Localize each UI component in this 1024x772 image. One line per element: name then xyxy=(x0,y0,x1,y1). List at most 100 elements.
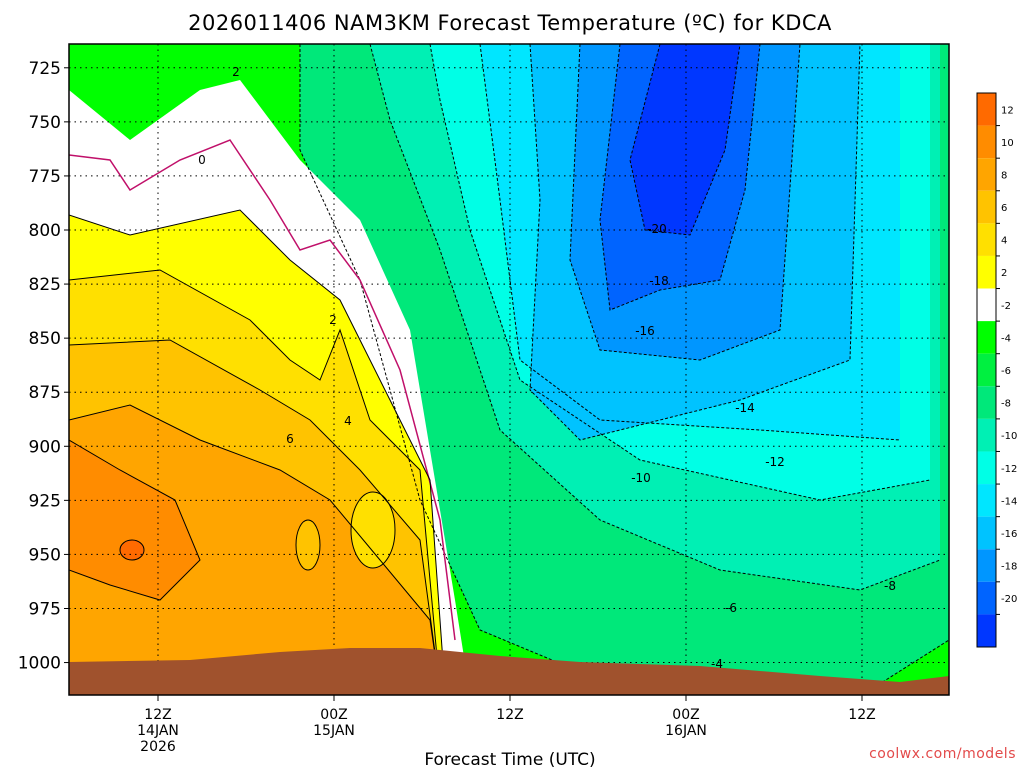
contour-line xyxy=(599,44,761,311)
colorbar-swatch xyxy=(977,223,996,256)
band-fill xyxy=(69,405,440,690)
contour-label: -14 xyxy=(735,401,755,415)
colorbar-label: 6 xyxy=(1001,203,1007,214)
colorbar-label: -12 xyxy=(1001,464,1017,475)
contour-label: -18 xyxy=(649,274,669,288)
y-tick-label: 875 xyxy=(29,383,61,403)
colorbar-label: -6 xyxy=(1001,366,1011,377)
contour-label: -8 xyxy=(884,579,896,593)
band-fill xyxy=(630,44,740,235)
band-fill xyxy=(69,440,200,600)
contour-label: -20 xyxy=(647,222,667,236)
contour-label: 0 xyxy=(198,153,206,167)
colorbar-label: 8 xyxy=(1001,170,1007,181)
y-tick-label: 825 xyxy=(29,275,61,295)
contour-label: -10 xyxy=(631,471,651,485)
colorbar-label: -16 xyxy=(1001,529,1017,540)
y-tick-label: 975 xyxy=(29,599,61,619)
contour-label: -16 xyxy=(635,324,655,338)
contour-labels: 2 0 2 4 6 -20 -18 -16 -14 -12 -10 -8 -6 … xyxy=(198,65,896,671)
y-tick-label: 850 xyxy=(29,329,61,349)
colorbar-swatch xyxy=(977,451,996,485)
contour-label: 4 xyxy=(344,414,352,428)
contour-label: -6 xyxy=(725,601,737,615)
contour-line xyxy=(69,339,441,691)
colorbar-swatch xyxy=(977,516,996,550)
y-tick-label: 950 xyxy=(29,545,61,565)
colorbar-label: 4 xyxy=(1001,236,1007,247)
contour-label: -4 xyxy=(711,657,723,671)
colorbar-swatch xyxy=(977,484,996,517)
band-fill xyxy=(296,520,320,570)
colorbar-label: -18 xyxy=(1001,562,1017,573)
y-tick-label: 1000 xyxy=(18,654,61,674)
contour-line xyxy=(479,44,901,441)
ground-terrain xyxy=(69,648,949,695)
band-fill xyxy=(351,492,395,568)
contour-line xyxy=(369,44,941,591)
y-tick-label: 775 xyxy=(29,167,61,187)
colorbar-label: -2 xyxy=(1001,301,1011,312)
contour-line xyxy=(529,44,861,441)
y-tick-label: 925 xyxy=(29,491,61,511)
contour-label: -12 xyxy=(765,455,785,469)
contour-line xyxy=(69,404,441,691)
colorbar-swatch xyxy=(977,190,996,224)
credit-text: coolwx.com/models xyxy=(869,746,1016,762)
plot-frame xyxy=(68,43,950,696)
contour-label: 2 xyxy=(329,313,337,327)
colorbar-swatch xyxy=(977,581,996,615)
contour-label: 6 xyxy=(286,432,294,446)
y-tick-label: 750 xyxy=(29,113,61,133)
x-tick-label: 12Z xyxy=(496,707,523,723)
contour-line xyxy=(119,539,145,561)
colorbar-swatch xyxy=(977,288,996,322)
colorbar-swatch xyxy=(977,614,996,647)
contour-line xyxy=(629,44,741,236)
colorbar-legend: 12 10 8 6 4 2 -2 -4 -6 -8 -10 -12 -14 -16 -18 -20 xyxy=(976,92,1017,648)
colorbar-swatch xyxy=(977,353,996,387)
x-tick-label: 14JAN xyxy=(137,723,179,739)
y-tick-label: 725 xyxy=(29,59,61,79)
contour-line xyxy=(569,44,801,361)
colorbar-swatch xyxy=(977,321,996,354)
contour-line xyxy=(69,269,441,691)
colorbar-label: -14 xyxy=(1001,496,1017,507)
colorbar-swatch xyxy=(977,549,996,582)
colorbar-swatch xyxy=(977,255,996,289)
colorbar-label: -20 xyxy=(1001,594,1017,605)
colorbar-swatch xyxy=(977,125,996,159)
contour-line xyxy=(69,209,446,691)
band-fill xyxy=(120,540,144,560)
colorbar-label: 2 xyxy=(1001,268,1007,279)
x-tick-label: 2026 xyxy=(140,739,176,755)
colorbar-swatch xyxy=(977,386,996,419)
contour-line xyxy=(295,519,321,571)
y-tick-label: 900 xyxy=(29,437,61,457)
contour-line xyxy=(69,439,201,601)
contour-line xyxy=(350,491,396,569)
x-tick-label: 12Z xyxy=(848,707,875,723)
colorbar-frame xyxy=(976,92,997,648)
contour-line xyxy=(429,44,931,501)
x-tick-label: 12Z xyxy=(144,707,171,723)
chart-title: 2026011406 NAM3KM Forecast Temperature (… xyxy=(188,11,832,35)
x-tick-label: 16JAN xyxy=(665,723,707,739)
colorbar-swatch xyxy=(977,93,996,126)
y-tick-label: 800 xyxy=(29,221,61,241)
plot-area xyxy=(68,43,950,696)
x-tick-label: 15JAN xyxy=(313,723,355,739)
colorbar-label: 10 xyxy=(1001,138,1014,149)
colorbar-label: -4 xyxy=(1001,333,1011,344)
colorbar-swatch xyxy=(977,418,996,452)
x-axis-title: Forecast Time (UTC) xyxy=(424,750,595,768)
colorbar-label: 12 xyxy=(1001,105,1014,116)
colorbar-swatch xyxy=(977,158,996,191)
x-tick-label: 00Z xyxy=(672,707,699,723)
y-axis: 725 750 775 800 825 850 875 900 925 950 975 1000 xyxy=(18,59,69,674)
zero-contour-line xyxy=(69,139,456,641)
colorbar-label: -8 xyxy=(1001,399,1011,410)
contour-label: 2 xyxy=(232,65,240,79)
